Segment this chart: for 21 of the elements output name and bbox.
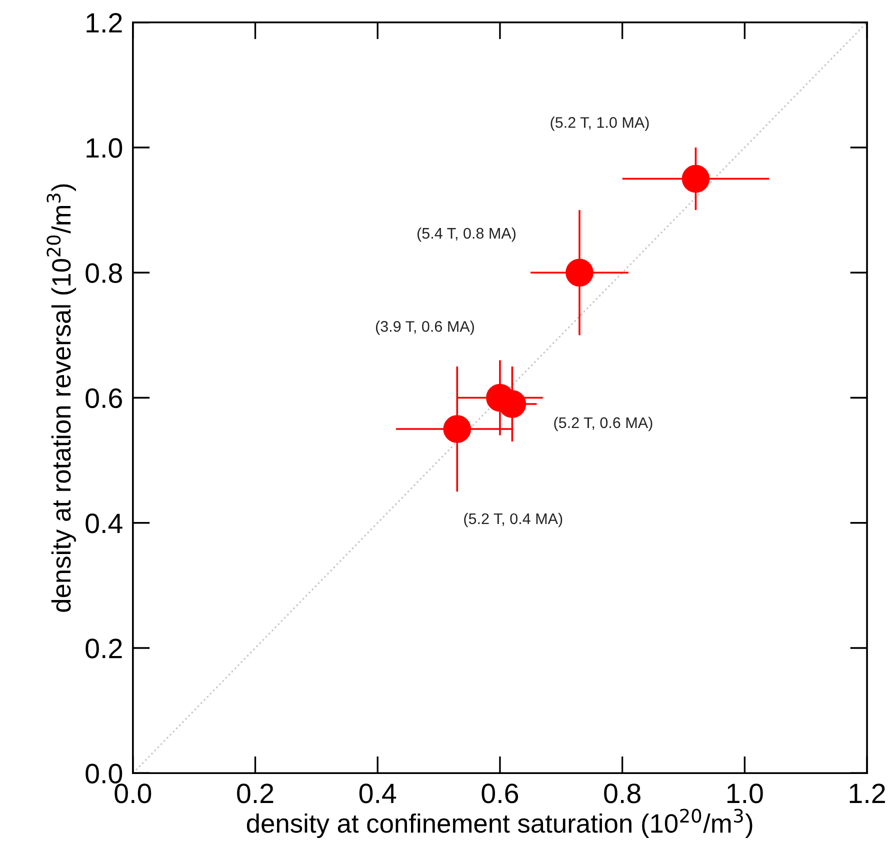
x-tick-label: 0.8 [604, 784, 640, 804]
x-tick-label: 0.6 [482, 784, 518, 804]
y-tick-label: 0.0 [86, 764, 122, 784]
y-tick-label: 1.2 [86, 13, 122, 32]
annotation: (5.2 T, 0.6 MA) [554, 416, 652, 432]
y-tick-label: 0.2 [86, 638, 122, 658]
y-tick-label: 1.0 [86, 138, 122, 158]
x-tick-label: 1.0 [727, 784, 763, 804]
x-tick-label: 0.2 [237, 784, 274, 804]
x-tick-label: 0.4 [359, 784, 396, 804]
x-tick-label: 0.0 [114, 784, 152, 804]
annotation: (5.2 T, 1.0 MA) [550, 116, 649, 131]
x-axis-title: density at confinement saturation (10$^{20}$/m$^{3}$) [246, 808, 752, 838]
annotation: (5.4 T, 0.8 MA) [417, 228, 516, 242]
annotation: (5.2 T, 0.4 MA) [464, 512, 562, 528]
y-axis-title: density at rotation reversal (10$^{20}$/m$^{3}$) [46, 184, 76, 612]
y-tick-label: 0.4 [86, 514, 122, 534]
y-tick-label: 0.6 [86, 388, 122, 408]
annotation: (3.9 T, 0.6 MA) [376, 320, 474, 335]
x-tick-label: 1.2 [850, 784, 885, 803]
y-tick-label: 0.8 [86, 263, 122, 283]
